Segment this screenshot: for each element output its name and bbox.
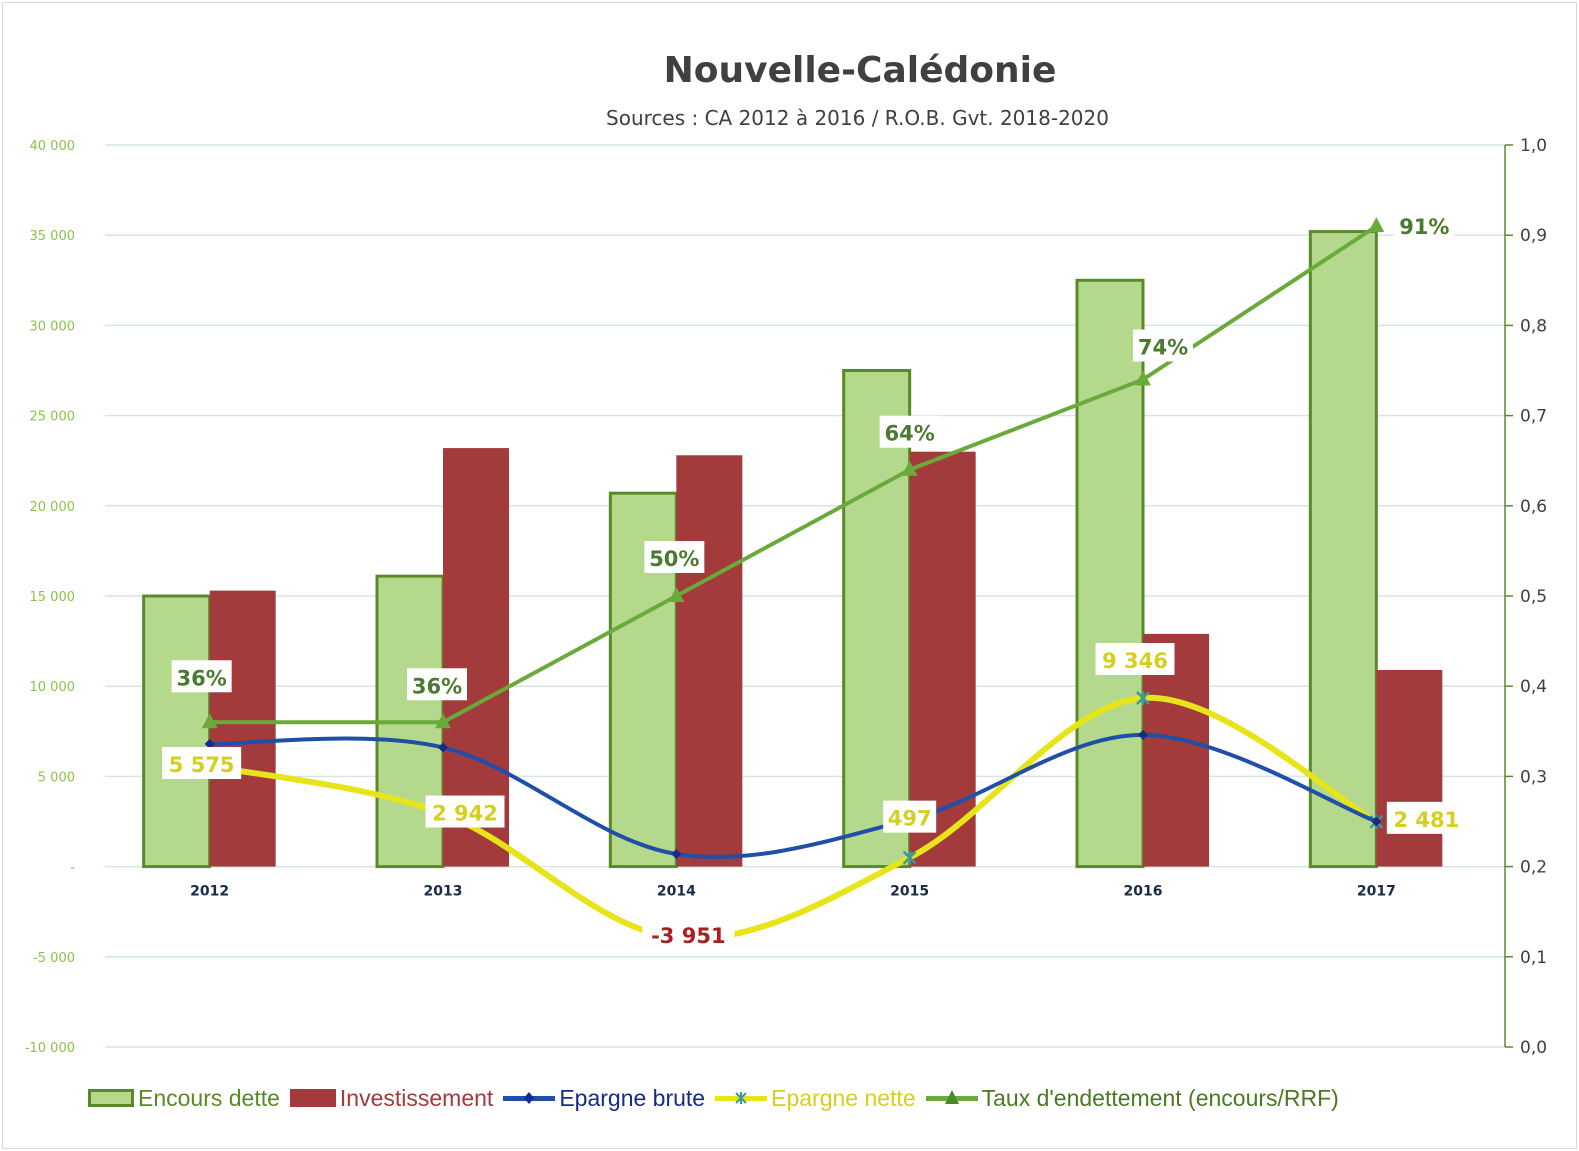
left-tick-label: 40 000 bbox=[30, 139, 76, 154]
left-tick-label: 30 000 bbox=[30, 319, 76, 334]
diamond-marker bbox=[438, 742, 448, 753]
left-tick-label: 35 000 bbox=[30, 229, 76, 244]
bar-investissement bbox=[676, 455, 743, 867]
data-label-box bbox=[171, 660, 232, 693]
left-tick-label: 25 000 bbox=[30, 410, 76, 425]
right-tick-label: 0,3 bbox=[1520, 767, 1547, 787]
triangle-marker bbox=[435, 713, 451, 729]
legend-swatch bbox=[88, 1089, 134, 1107]
legend-item-epargne-brute: Epargne brute bbox=[503, 1084, 705, 1112]
data-label-box bbox=[162, 747, 242, 780]
legend-label: Encours dette bbox=[138, 1085, 280, 1111]
left-tick-label: 10 000 bbox=[30, 680, 76, 695]
data-label-box bbox=[1386, 801, 1466, 834]
triangle-marker bbox=[668, 587, 685, 602]
triangle-marker bbox=[901, 460, 918, 476]
right-tick-label: 0,4 bbox=[1520, 677, 1547, 697]
legend-label: Investissement bbox=[339, 1085, 494, 1111]
right-tick-label: 0,5 bbox=[1520, 587, 1547, 607]
legend-item-encours: Encours dette bbox=[88, 1084, 280, 1112]
legend-label: Epargne brute bbox=[559, 1085, 706, 1111]
data-label-box bbox=[407, 668, 467, 701]
triangle-marker bbox=[1368, 217, 1385, 233]
right-tick-label: 0,9 bbox=[1520, 226, 1547, 246]
right-tick-label: 0,1 bbox=[1520, 948, 1547, 968]
chart-subtitle: Sources : CA 2012 à 2016 / R.O.B. Gvt. 2… bbox=[606, 106, 1109, 130]
data-label-epargne-nette: 5 575 bbox=[169, 753, 235, 777]
line-epargne-brute bbox=[209, 732, 1378, 859]
data-label-taux: 91% bbox=[1399, 215, 1449, 239]
right-tick-label: 0,2 bbox=[1520, 858, 1547, 878]
left-tick-label: 20 000 bbox=[30, 500, 76, 515]
category-label: 2014 bbox=[657, 884, 696, 900]
left-tick-label: -5 000 bbox=[33, 951, 75, 966]
line-epargne-nette bbox=[209, 694, 1378, 942]
diamond-marker bbox=[204, 738, 215, 749]
bar-encours-dette bbox=[1075, 278, 1145, 869]
diamond-marker bbox=[1138, 729, 1148, 740]
right-tick-label: 0,6 bbox=[1520, 497, 1547, 517]
data-label-box bbox=[883, 800, 937, 833]
data-label-epargne-nette: 497 bbox=[888, 807, 932, 831]
legend-item-investissement: Investissement bbox=[289, 1084, 494, 1112]
data-label-box bbox=[879, 415, 940, 448]
data-label-box bbox=[1133, 329, 1193, 362]
bar-encours-dette bbox=[142, 594, 212, 869]
bar-encours-dette bbox=[1308, 230, 1378, 869]
legend-label: Taux d'endettement (encours/RRF) bbox=[981, 1085, 1339, 1111]
x-marker bbox=[1136, 690, 1150, 705]
category-label: 2015 bbox=[890, 884, 929, 900]
triangle-marker bbox=[201, 713, 218, 729]
data-label-box bbox=[1095, 642, 1175, 675]
triangle-marker-icon bbox=[925, 1088, 978, 1108]
data-label-box bbox=[425, 795, 505, 828]
legend-item-epargne-nette: Epargne nette bbox=[715, 1084, 916, 1112]
data-label-taux: 36% bbox=[412, 674, 462, 698]
data-label-box bbox=[642, 917, 735, 950]
data-label-epargne-nette: 9 346 bbox=[1102, 649, 1168, 673]
right-tick-label: 0,0 bbox=[1520, 1038, 1547, 1058]
data-label-taux: 74% bbox=[1138, 336, 1188, 360]
data-label-box bbox=[644, 541, 705, 573]
triangle-marker bbox=[1135, 370, 1151, 386]
right-tick-label: 0,8 bbox=[1520, 316, 1547, 336]
category-label: 2013 bbox=[424, 884, 463, 900]
legend-item-taux: Taux d'endettement (encours/RRF) bbox=[925, 1084, 1339, 1112]
bar-investissement bbox=[209, 590, 276, 867]
legend: Encours dette Investissement Epargne bru… bbox=[88, 1084, 1349, 1112]
bar-encours-dette bbox=[842, 369, 912, 869]
bar-investissement bbox=[1376, 669, 1443, 867]
chart-title: Nouvelle-Calédonie bbox=[663, 50, 1057, 91]
data-label-box bbox=[1394, 209, 1455, 242]
diamond-marker-icon bbox=[503, 1088, 556, 1108]
data-label-epargne-nette: -3 951 bbox=[651, 924, 725, 948]
diamond-marker bbox=[1371, 816, 1382, 827]
left-tick-label: 15 000 bbox=[30, 590, 76, 605]
category-label: 2017 bbox=[1357, 884, 1396, 900]
left-tick-label: 5 000 bbox=[38, 770, 75, 785]
left-tick-label: - bbox=[70, 861, 75, 876]
diamond-marker bbox=[671, 848, 682, 859]
legend-swatch bbox=[289, 1089, 336, 1107]
category-label: 2016 bbox=[1124, 884, 1163, 900]
left-tick-label: -10 000 bbox=[25, 1041, 75, 1056]
right-tick-label: 1,0 bbox=[1520, 136, 1547, 156]
right-tick-label: 0,7 bbox=[1520, 407, 1547, 427]
data-label-epargne-nette: 2 942 bbox=[432, 802, 498, 826]
category-label: 2012 bbox=[190, 884, 229, 900]
data-label-taux: 50% bbox=[649, 547, 699, 571]
x-marker bbox=[902, 850, 917, 865]
x-marker-icon bbox=[715, 1088, 768, 1108]
data-label-taux: 36% bbox=[177, 666, 227, 690]
data-label-epargne-nette: 2 481 bbox=[1393, 808, 1459, 832]
data-label-taux: 64% bbox=[885, 422, 935, 446]
legend-label: Epargne nette bbox=[771, 1085, 916, 1111]
